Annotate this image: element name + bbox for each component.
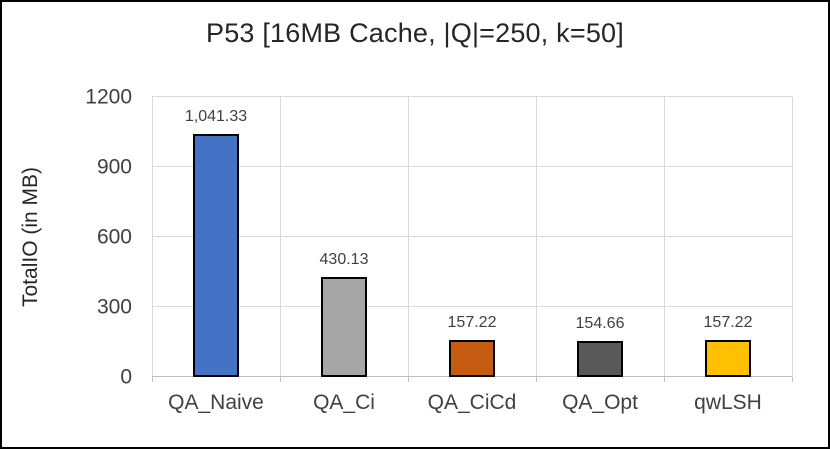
- category-label: qwLSH: [694, 391, 762, 414]
- bar-value-label: 157.22: [447, 314, 497, 332]
- plot-area: 1,041.33 430.13 157.22 154.66 157.22: [152, 96, 793, 382]
- bar-qa_ci: [321, 276, 367, 377]
- bar-value-label: 154.66: [575, 314, 625, 332]
- x-axis-tick-mark: [792, 377, 793, 382]
- gridline-vertical: [664, 97, 665, 377]
- y-tick-label: 300: [96, 295, 132, 319]
- gridline-vertical: [792, 97, 793, 377]
- gridline-vertical: [152, 97, 153, 377]
- gridline-vertical: [536, 97, 537, 377]
- gridline-vertical: [280, 97, 281, 377]
- chart-title: P53 [16MB Cache, |Q|=250, k=50]: [206, 18, 624, 48]
- gridline-horizontal: [152, 236, 792, 237]
- bar-value-label: 1,041.33: [184, 108, 248, 126]
- y-tick-label: 900: [96, 155, 132, 179]
- gridline-vertical: [408, 97, 409, 377]
- y-tick-label: 0: [120, 365, 132, 389]
- x-axis-tick-mark: [280, 377, 281, 382]
- category-label: QA_CiCd: [427, 391, 517, 414]
- x-axis-tick-mark: [408, 377, 409, 382]
- bar-qa_opt: [577, 340, 623, 377]
- y-tick-label: 600: [96, 225, 132, 249]
- bar-value-label: 157.22: [703, 314, 753, 332]
- bar-qa_cicd: [449, 340, 495, 377]
- bar-value-label: 430.13: [319, 250, 369, 268]
- gridline-horizontal: [152, 96, 792, 97]
- gridline-horizontal: [152, 306, 792, 307]
- bar-qa_naive: [193, 134, 239, 377]
- x-axis-category-labels: QA_Naive QA_Ci QA_CiCd QA_Opt qwLSH: [152, 391, 792, 421]
- y-tick-label: 1200: [85, 85, 132, 109]
- y-axis-tick-labels: 0 300 600 900 1200: [2, 87, 142, 388]
- category-label: QA_Opt: [562, 391, 638, 414]
- category-label: QA_Ci: [313, 391, 375, 414]
- x-axis-tick-mark: [152, 377, 153, 382]
- gridline-horizontal: [152, 166, 792, 167]
- x-axis-tick-mark: [664, 377, 665, 382]
- x-axis-tick-mark: [536, 377, 537, 382]
- bar-qwlsh: [705, 340, 751, 377]
- category-label: QA_Naive: [168, 391, 264, 414]
